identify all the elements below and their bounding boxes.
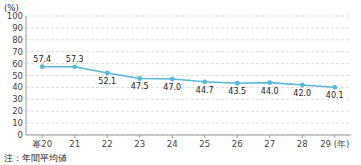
marker bbox=[235, 81, 240, 86]
marker bbox=[170, 77, 175, 82]
y-tick-label: 50 bbox=[12, 71, 23, 81]
y-axis bbox=[26, 16, 27, 135]
marker bbox=[72, 64, 77, 69]
y-tick-label: 20 bbox=[12, 106, 23, 116]
x-tick-label: 26 bbox=[232, 139, 243, 149]
line bbox=[42, 67, 335, 88]
x-tick bbox=[334, 135, 335, 138]
data-label: 57.3 bbox=[66, 55, 84, 64]
x-tick bbox=[139, 135, 140, 138]
y-axis-label: (%) bbox=[4, 3, 19, 13]
x-tick bbox=[269, 135, 270, 138]
grid-line bbox=[26, 123, 351, 124]
data-label: 43.5 bbox=[228, 87, 246, 96]
data-label: 52.1 bbox=[98, 77, 116, 86]
x-tick bbox=[302, 135, 303, 138]
x-tick-label: 28 bbox=[297, 139, 308, 149]
data-label: 47.0 bbox=[163, 83, 181, 92]
y-tick-label: 60 bbox=[12, 59, 23, 69]
y-tick-label: 30 bbox=[12, 94, 23, 104]
grid-line bbox=[26, 16, 351, 17]
x-tick-label: 22 bbox=[102, 139, 113, 149]
x-tick-label: 27 bbox=[264, 139, 275, 149]
chart: 0102030405060708090100幂20212223242526272… bbox=[0, 0, 361, 165]
data-label: 40.1 bbox=[326, 91, 344, 100]
grid-line bbox=[26, 51, 351, 52]
marker bbox=[332, 85, 337, 90]
x-tick-label: 21 bbox=[69, 139, 80, 149]
x-tick-label: 23 bbox=[134, 139, 145, 149]
y-tick-label: 90 bbox=[12, 23, 23, 33]
note: 注：年間平均値 bbox=[4, 153, 67, 163]
series bbox=[40, 64, 337, 89]
y-tick-label: 0 bbox=[18, 130, 23, 140]
data-label: 44.7 bbox=[196, 86, 214, 95]
data-label: 47.5 bbox=[131, 82, 149, 91]
x-tick bbox=[204, 135, 205, 138]
data-label: 44.0 bbox=[261, 87, 279, 96]
x-tick-label: 29 (年) bbox=[320, 139, 349, 149]
data-label: 42.0 bbox=[293, 89, 311, 98]
grid-line bbox=[26, 111, 351, 112]
y-tick-label: 40 bbox=[12, 82, 23, 92]
x-tick-label: 25 bbox=[199, 139, 210, 149]
x-tick bbox=[107, 135, 108, 138]
grid-line bbox=[26, 99, 351, 100]
marker bbox=[105, 71, 110, 76]
grid-line bbox=[26, 75, 351, 76]
y-tick-label: 80 bbox=[12, 35, 23, 45]
grid-line bbox=[26, 27, 351, 28]
x-tick bbox=[237, 135, 238, 138]
marker bbox=[300, 83, 305, 88]
x-tick-label: 24 bbox=[167, 139, 178, 149]
x-tick bbox=[74, 135, 75, 138]
marker bbox=[202, 79, 207, 84]
grid-line bbox=[26, 39, 351, 40]
data-label: 57.4 bbox=[33, 55, 51, 64]
y-tick-label: 10 bbox=[12, 118, 23, 128]
y-tick-label: 70 bbox=[12, 47, 23, 57]
marker bbox=[137, 76, 142, 81]
x-tick bbox=[172, 135, 173, 138]
marker bbox=[40, 64, 45, 69]
marker bbox=[267, 80, 272, 85]
x-tick-label: 幂20 bbox=[32, 139, 52, 149]
x-tick bbox=[42, 135, 43, 138]
